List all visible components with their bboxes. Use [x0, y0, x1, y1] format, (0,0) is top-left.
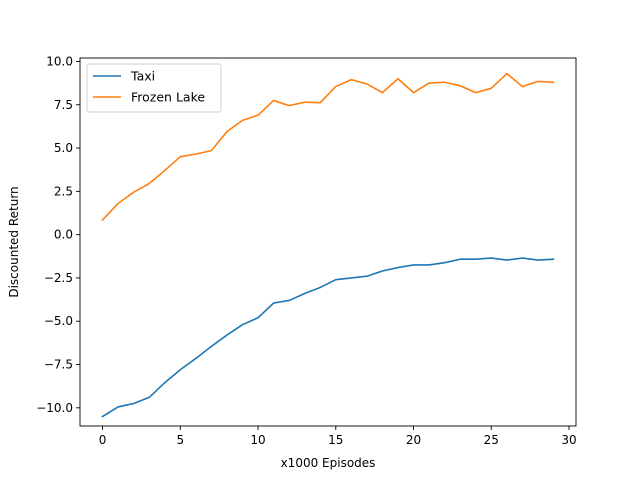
y-tick-label: 2.5 [54, 184, 73, 198]
x-tick-label: 5 [176, 433, 184, 447]
legend: Taxi Frozen Lake [86, 63, 222, 113]
y-tick-label: 5.0 [54, 141, 73, 155]
y-tick-label: −10.0 [36, 401, 73, 415]
y-tick-label: −7.5 [44, 358, 73, 372]
x-tick-label: 20 [406, 433, 421, 447]
legend-label-1: Frozen Lake [131, 90, 205, 105]
y-tick-label: −2.5 [44, 271, 73, 285]
x-tick-label: 15 [328, 433, 343, 447]
x-axis-label: x1000 Episodes [281, 456, 376, 470]
x-tick-label: 25 [484, 433, 499, 447]
y-tick-label: −5.0 [44, 314, 73, 328]
x-tick-label: 10 [250, 433, 265, 447]
x-axis: 0 5 10 15 20 25 30 [99, 426, 577, 447]
x-tick-label: 0 [99, 433, 107, 447]
series-line-1 [101, 72, 555, 222]
legend-label-0: Taxi [130, 69, 155, 84]
y-tick-label: 10.0 [46, 54, 73, 68]
plot-lines [101, 72, 555, 418]
y-tick-label: 0.0 [54, 228, 73, 242]
y-tick-label: 7.5 [54, 98, 73, 112]
x-tick-label: 30 [561, 433, 576, 447]
plot-frame [79, 57, 577, 427]
y-axis: −10.0 −7.5 −5.0 −2.5 0.0 2.5 5.0 7.5 10.0 [36, 54, 80, 415]
series-line-0 [101, 257, 555, 418]
y-axis-label: Discounted Return [7, 186, 21, 297]
